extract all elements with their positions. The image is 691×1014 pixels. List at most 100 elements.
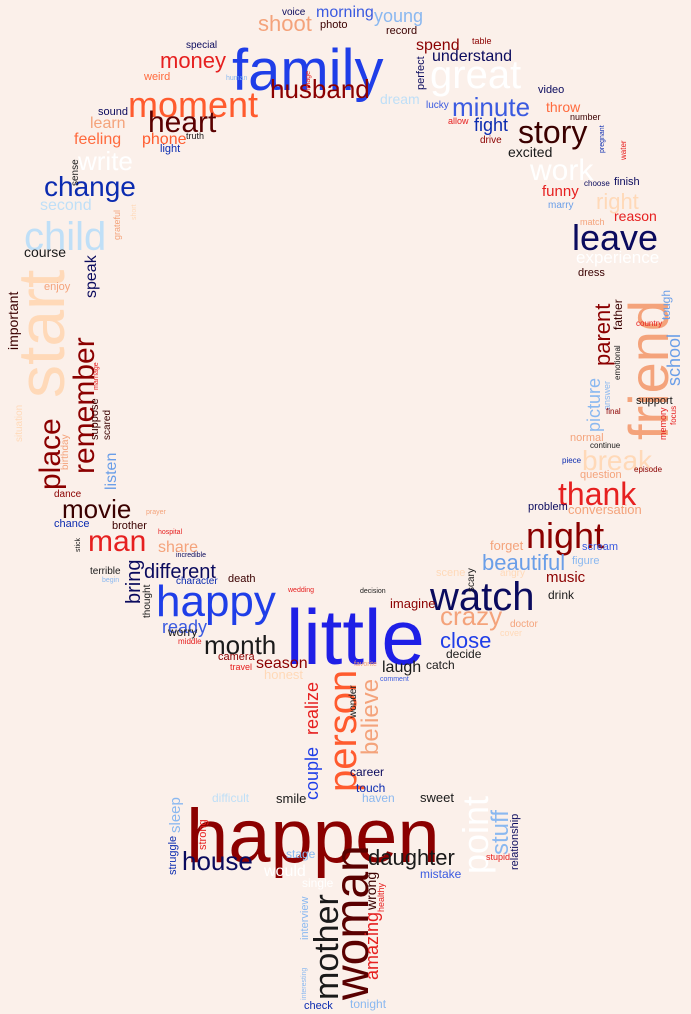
word-moment: moment — [128, 84, 258, 125]
word-couple: couple — [302, 747, 322, 800]
word-relationship: relationship — [509, 814, 521, 870]
word-forget: forget — [490, 538, 524, 553]
word-number: number — [570, 112, 601, 122]
word-touch: touch — [356, 781, 385, 795]
word-little: little — [286, 593, 425, 681]
word-fight: fight — [474, 115, 508, 135]
word-close: close — [440, 628, 491, 653]
word-lucky: lucky — [426, 100, 449, 111]
word-happy: happy — [156, 577, 276, 626]
word-second: second — [40, 197, 92, 214]
word-write: write — [77, 146, 133, 176]
word-stick: stick — [75, 538, 82, 553]
word-normal: normal — [570, 432, 604, 444]
word-great: great — [430, 53, 521, 97]
word-leave: leave — [572, 217, 658, 258]
word-happen: happen — [186, 794, 440, 879]
word-laugh: laugh — [382, 659, 421, 676]
word-understand: understand — [432, 48, 512, 65]
word-human: human — [226, 75, 248, 82]
word-image: image — [305, 71, 312, 90]
word-record: record — [386, 25, 417, 37]
word-course: course — [24, 244, 66, 260]
word-worry: worry — [167, 625, 197, 639]
word-amazing: amazing — [362, 912, 382, 980]
word-scream: scream — [582, 541, 618, 553]
word-continue: continue — [590, 441, 621, 450]
word-funny: funny — [542, 183, 579, 200]
word-watch: watch — [429, 575, 535, 619]
word-story: story — [518, 114, 587, 150]
word-country: country — [636, 319, 662, 328]
word-table: table — [472, 36, 492, 46]
word-choose: choose — [584, 179, 610, 188]
word-beautiful: beautiful — [482, 550, 565, 575]
word-dance: dance — [54, 489, 82, 500]
word-throw: throw — [546, 99, 581, 115]
word-feeling: feeling — [74, 131, 121, 148]
word-tough: tough — [659, 290, 673, 320]
word-marry: marry — [548, 200, 574, 211]
word-reason: reason — [614, 208, 657, 224]
word-place: place — [34, 418, 67, 490]
word-thank: thank — [558, 476, 637, 512]
word-difficult: difficult — [212, 791, 250, 805]
word-focus: focus — [669, 406, 678, 425]
word-stuff: stuff — [487, 810, 514, 855]
word-daughter: daughter — [368, 845, 455, 870]
word-drink: drink — [548, 588, 575, 602]
word-photo: photo — [320, 19, 348, 31]
word-heart: heart — [148, 106, 217, 139]
word-healthy: healthy — [376, 882, 386, 912]
word-sound: sound — [98, 106, 128, 118]
word-phone: phone — [142, 131, 187, 148]
word-break: break — [582, 445, 653, 476]
word-movie: movie — [62, 494, 131, 524]
word-wrong: wrong — [363, 872, 379, 911]
word-question: question — [580, 469, 622, 481]
word-catch: catch — [426, 658, 455, 672]
word-smile: smile — [276, 791, 306, 806]
word-conversation: conversation — [568, 502, 642, 517]
word-perfect: perfect — [415, 56, 427, 90]
word-stage: stage — [286, 847, 316, 861]
word-woman: woman — [326, 845, 379, 1001]
word-light: light — [160, 143, 180, 155]
word-answer: answer — [602, 381, 612, 410]
word-sleep: sleep — [167, 797, 184, 833]
word-check: check — [304, 1000, 333, 1012]
word-prayer: prayer — [146, 509, 167, 516]
word-emotional: emotional — [613, 345, 622, 380]
word-pregnant: pregnant — [599, 125, 606, 153]
word-child: child — [24, 215, 106, 259]
word-sense: sense — [70, 159, 81, 186]
word-angry: angry — [500, 568, 525, 579]
word-finish: finish — [614, 176, 640, 188]
word-mistake: mistake — [420, 867, 462, 881]
word-tonight: tonight — [350, 997, 387, 1011]
word-scary: scary — [466, 568, 477, 592]
word-scared: scared — [102, 410, 113, 440]
word-special: special — [186, 40, 217, 51]
word-picture: picture — [584, 378, 604, 432]
word-piece: piece — [562, 456, 582, 465]
word-honest: honest — [264, 667, 303, 682]
word-incredible: incredible — [176, 552, 206, 559]
word-change: change — [44, 171, 136, 202]
word-truth: truth — [186, 131, 204, 141]
word-school: school — [664, 334, 684, 386]
word-start: start — [4, 270, 78, 398]
word-point: point — [455, 796, 496, 874]
word-wedding: wedding — [287, 587, 314, 594]
word-dream: dream — [380, 91, 420, 107]
word-would: would — [263, 863, 306, 880]
word-figure: figure — [572, 555, 600, 567]
word-night: night — [526, 515, 604, 556]
word-dress: dress — [578, 267, 605, 279]
word-crazy: crazy — [440, 601, 502, 631]
word-middle: middle — [178, 637, 202, 646]
word-situation: situation — [14, 405, 25, 442]
word-support: support — [636, 395, 673, 407]
word-episode: episode — [634, 465, 663, 474]
word-season: season — [256, 655, 308, 672]
